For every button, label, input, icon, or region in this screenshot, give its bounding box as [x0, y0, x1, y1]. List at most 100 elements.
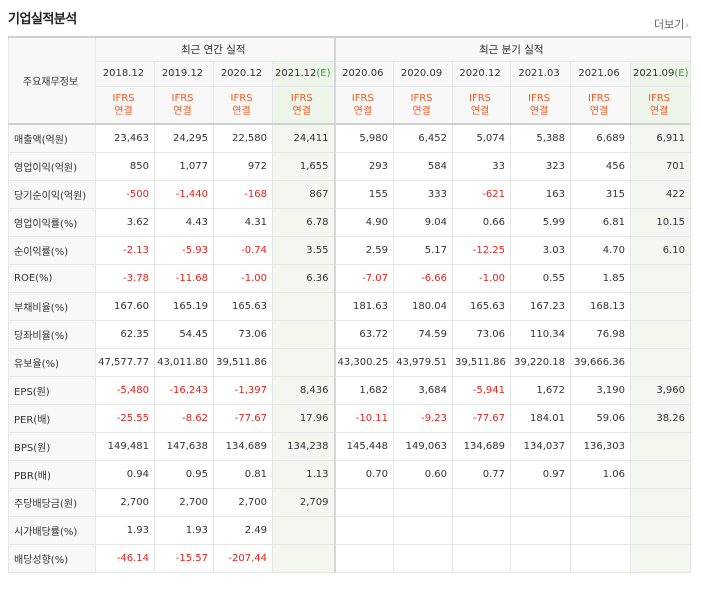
- table-cell: 1.93: [154, 515, 214, 545]
- period-label: 2020.06: [342, 68, 384, 79]
- financial-table: 주요재무정보 최근 연간 실적 최근 분기 실적 2018.12 2019.12 2020…: [8, 36, 692, 573]
- period-label: 2018.12: [102, 68, 145, 79]
- consolidated-label: 연결: [353, 105, 372, 117]
- table-cell: 0.77: [452, 459, 512, 489]
- table-cell: 3,960: [630, 375, 692, 405]
- table-cell: 73.06: [213, 319, 273, 349]
- table-cell: 293: [333, 151, 395, 181]
- table-cell: -1,397: [213, 375, 273, 405]
- ifrs-label: IFRS: [230, 92, 253, 104]
- consolidated-label: 연결: [470, 105, 490, 117]
- ifrs-label: IFRS: [469, 92, 492, 104]
- ifrs-badge: IFRS 연결: [393, 85, 454, 125]
- table-cell: 5.17: [393, 235, 454, 265]
- consolidated-label: 연결: [529, 105, 549, 117]
- more-link[interactable]: 더보기›: [654, 18, 689, 31]
- period-label: 2020.12: [459, 68, 501, 79]
- row-label: 매출액(억원): [8, 123, 96, 153]
- table-cell: 323: [510, 151, 572, 181]
- table-cell: [452, 543, 512, 573]
- consolidated-label: 연결: [292, 105, 311, 117]
- table-cell: 134,037: [510, 431, 572, 461]
- table-row: EPS(원) -5,480 -16,243 -1,397 8,436 1,682 3,684…: [8, 375, 692, 405]
- table-cell: 145,448: [333, 431, 395, 461]
- table-cell: [271, 515, 336, 545]
- table-cell: 43,300.25: [333, 347, 395, 377]
- table-cell: 76.98: [570, 319, 632, 349]
- table-cell: 1,077: [154, 151, 214, 181]
- annual-group-header: 최근 연간 실적: [94, 36, 336, 62]
- ifrs-badge: IFRS 연결: [333, 85, 395, 125]
- table-cell: -12.25: [452, 235, 512, 265]
- table-cell: 6,689: [570, 123, 632, 153]
- table-cell: [271, 347, 336, 377]
- table-cell: -16,243: [154, 375, 214, 405]
- table-cell: -11.68: [154, 263, 214, 293]
- table-cell: 24,295: [154, 123, 214, 153]
- row-label: EPS(원): [8, 375, 96, 405]
- ifrs-label: IFRS: [588, 92, 611, 104]
- row-label: 당좌비율(%): [8, 319, 96, 349]
- period-header: 2020.12: [213, 60, 273, 87]
- period-header: 2021.09(E): [630, 60, 692, 87]
- table-cell: 850: [95, 151, 155, 181]
- table-row: ROE(%) -3.78 -11.68 -1.00 6.36 -7.07 -6.66 -1.0…: [8, 263, 692, 293]
- table-cell: -2.13: [95, 235, 155, 265]
- table-cell: 3.55: [271, 235, 336, 265]
- table-cell: [510, 543, 572, 573]
- table-cell: 167.23: [510, 291, 572, 321]
- table-cell: 134,689: [452, 431, 512, 461]
- table-cell: 0.66: [452, 207, 512, 237]
- table-cell: 184.01: [510, 403, 572, 433]
- table-cell: 584: [393, 151, 454, 181]
- ifrs-label: IFRS: [410, 92, 433, 104]
- period-header: 2021.12(E): [271, 60, 336, 87]
- table-row: 영업이익(억원) 850 1,077 972 1,655 293 584 33 323 456 70…: [8, 151, 692, 181]
- table-row: 부채비율(%) 167.60 165.19 165.63 181.63 180.04 165…: [8, 291, 692, 321]
- table-cell: -5.93: [154, 235, 214, 265]
- table-cell: 4.31: [213, 207, 273, 237]
- period-header: 2020.06: [333, 60, 395, 87]
- table-cell: 63.72: [333, 319, 395, 349]
- consolidated-label: 연결: [173, 105, 192, 117]
- table-cell: 0.81: [213, 459, 273, 489]
- table-cell: 6,452: [393, 123, 454, 153]
- period-header: 2020.09: [393, 60, 454, 87]
- ifrs-badge: IFRS 연결: [154, 85, 214, 125]
- row-label: 주당배당금(원): [8, 487, 96, 517]
- ifrs-label: IFRS: [171, 92, 194, 104]
- table-cell: 972: [213, 151, 273, 181]
- table-cell: 10.15: [630, 207, 692, 237]
- table-cell: 149,063: [393, 431, 454, 461]
- table-cell: 0.70: [333, 459, 395, 489]
- table-row: PBR(배) 0.94 0.95 0.81 1.13 0.70 0.60 0.77 0.97 1.…: [8, 459, 692, 489]
- table-cell: 180.04: [393, 291, 454, 321]
- table-cell: 39,220.18: [510, 347, 572, 377]
- ifrs-label: IFRS: [112, 92, 135, 104]
- quarter-group-header: 최근 분기 실적: [333, 36, 692, 62]
- table-row: 순이익률(%) -2.13 -5.93 -0.74 3.55 2.59 5.17 -12.25…: [8, 235, 692, 265]
- table-cell: [452, 515, 512, 545]
- table-cell: 23,463: [95, 123, 155, 153]
- table-cell: -46.14: [95, 543, 155, 573]
- ifrs-label: IFRS: [648, 92, 671, 104]
- table-cell: 3.03: [510, 235, 572, 265]
- table-cell: 5,074: [452, 123, 512, 153]
- table-cell: 155: [333, 179, 395, 209]
- row-label: 부채비율(%): [8, 291, 96, 321]
- table-cell: 333: [393, 179, 454, 209]
- ifrs-badge: IFRS 연결: [630, 85, 692, 125]
- table-cell: 5,388: [510, 123, 572, 153]
- table-cell: 6.10: [630, 235, 692, 265]
- table-cell: 6.81: [570, 207, 632, 237]
- table-cell: 1.93: [95, 515, 155, 545]
- ifrs-badge: IFRS 연결: [95, 85, 155, 125]
- ifrs-label: IFRS: [351, 92, 374, 104]
- row-header-title: 주요재무정보: [8, 36, 96, 125]
- table-cell: 168.13: [570, 291, 632, 321]
- table-cell: -1.00: [452, 263, 512, 293]
- table-cell: 43,979.51: [393, 347, 454, 377]
- table-cell: [271, 291, 336, 321]
- row-label: 배당성향(%): [8, 543, 96, 573]
- period-label: 2020.12: [220, 68, 263, 79]
